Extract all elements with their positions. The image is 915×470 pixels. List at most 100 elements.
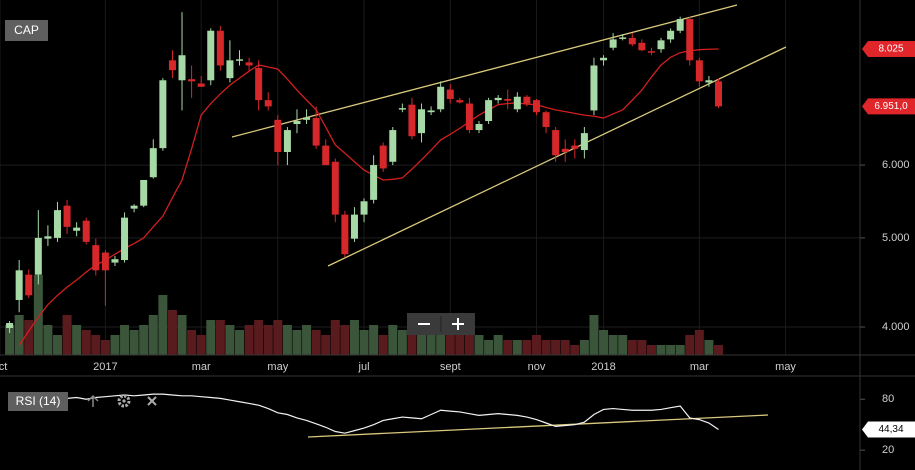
close-icon[interactable] <box>147 396 157 406</box>
volume-bar <box>273 320 283 355</box>
x-tick-label: may <box>775 361 796 373</box>
volume-bar <box>493 335 503 355</box>
candle-body <box>437 86 445 110</box>
volume-bar <box>560 340 570 355</box>
moving-average <box>18 48 719 346</box>
candle-body <box>293 121 301 125</box>
candle-body <box>312 118 320 146</box>
volume-bar <box>608 335 618 355</box>
x-tick-label: jul <box>358 361 370 373</box>
volume-bar <box>359 330 369 355</box>
candle-body <box>485 100 493 122</box>
zoom-in-button[interactable] <box>442 313 475 335</box>
badge-label: 44,34 <box>878 424 903 435</box>
candle-body <box>197 83 205 87</box>
candle-body <box>168 60 176 71</box>
candle-body <box>379 145 387 169</box>
volume-bar <box>225 325 235 355</box>
candle-body <box>264 100 272 107</box>
arrow-icon[interactable] <box>87 394 99 407</box>
x-tick-label: sept <box>440 361 461 373</box>
volume-bar <box>589 315 599 355</box>
volume-bar <box>378 335 388 355</box>
candle-body <box>111 259 119 263</box>
candle-body <box>101 252 109 271</box>
candle-body <box>580 133 588 151</box>
gear-icon[interactable] <box>117 394 131 408</box>
volume-bar <box>503 340 513 355</box>
volume-bar <box>349 320 359 355</box>
volume-bar <box>110 335 120 355</box>
volume-bar <box>484 340 494 355</box>
volume-bar <box>206 320 216 355</box>
volume-bar <box>646 345 656 355</box>
zoom-out-button[interactable] <box>407 313 441 335</box>
candle-body <box>427 110 435 113</box>
volume-bar <box>570 345 580 355</box>
close-button[interactable] <box>147 396 157 406</box>
volume-bar <box>158 295 168 355</box>
volume-bar <box>187 330 197 355</box>
volume-bar <box>675 345 685 355</box>
volume-bar <box>81 330 91 355</box>
volume-bar <box>445 335 455 355</box>
volume-bar <box>302 325 312 355</box>
candle-body <box>274 119 282 152</box>
volume-bar <box>292 330 302 355</box>
volume-bar <box>417 330 427 355</box>
volume-bar <box>321 335 331 355</box>
volume-bar <box>388 325 398 355</box>
volume-bar <box>215 320 225 355</box>
volume-bar <box>282 325 292 355</box>
candle-body <box>695 60 703 82</box>
volume-bar <box>531 335 541 355</box>
volume-bar <box>627 340 637 355</box>
candle-body <box>552 130 560 156</box>
badge-label: 8.025 <box>878 44 903 55</box>
volume-bar <box>129 330 139 355</box>
volume-bar <box>311 330 321 355</box>
volume-bar <box>436 325 446 355</box>
candle-body <box>398 108 406 110</box>
candle-body <box>303 117 311 120</box>
candle-body <box>609 39 617 48</box>
candle-body <box>92 245 100 271</box>
volume-bar <box>685 335 695 355</box>
rsi-title: RSI (14) <box>16 394 61 408</box>
candle-body <box>628 37 636 45</box>
volume-bar <box>72 325 82 355</box>
volume-bar <box>599 330 609 355</box>
volume-bar <box>455 335 465 355</box>
candle-body <box>15 270 23 300</box>
volume-bar <box>244 325 254 355</box>
candle-body <box>532 100 540 113</box>
candle-body <box>226 60 234 79</box>
candle-body <box>245 62 253 66</box>
volume-bar <box>512 340 522 355</box>
candle-body <box>686 19 694 61</box>
move-up-button[interactable] <box>87 394 99 407</box>
y-tick-label: 80 <box>882 393 894 405</box>
candle-body <box>676 19 684 31</box>
volume-bar <box>5 325 15 355</box>
candle-body <box>322 145 330 166</box>
volume-bar <box>167 310 177 355</box>
badge-shape <box>862 40 915 57</box>
candle-body <box>542 112 550 128</box>
candle-body <box>456 100 464 103</box>
candle-body <box>494 97 502 101</box>
volume-bar <box>694 330 704 355</box>
price-badge: 44,34 <box>862 421 915 438</box>
price-badge: 8.025 <box>862 40 915 57</box>
candle-body <box>140 180 148 206</box>
volume-bar <box>464 335 474 355</box>
symbol-box <box>5 20 48 41</box>
candle-body <box>590 65 598 111</box>
y-tick-label: 4.000 <box>882 321 910 333</box>
settings-button[interactable] <box>117 394 131 408</box>
candle-body <box>465 103 473 131</box>
badge-shape <box>862 421 915 438</box>
